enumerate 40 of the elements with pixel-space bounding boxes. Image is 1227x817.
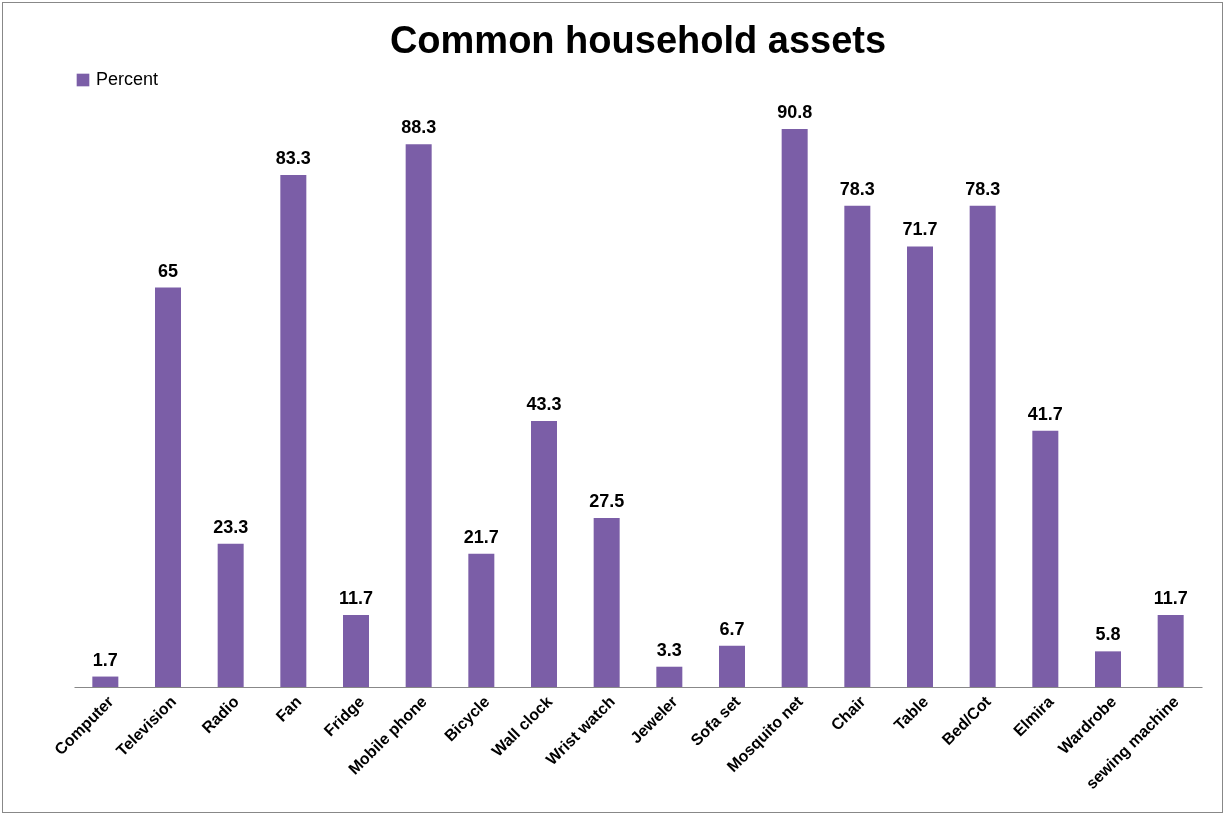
bar [656, 666, 683, 687]
bar [719, 645, 745, 687]
data-label: 23.3 [213, 516, 249, 537]
bar [1157, 615, 1184, 687]
bar [280, 175, 307, 687]
bar [844, 205, 871, 687]
data-label: 41.7 [1027, 403, 1063, 424]
data-label: 5.8 [1095, 624, 1121, 645]
chart-title: Common household assets [389, 19, 887, 61]
data-label: 90.8 [777, 102, 813, 122]
bar [92, 676, 119, 687]
data-label: 65 [157, 260, 179, 281]
data-label: 11.7 [338, 588, 374, 609]
bar [405, 144, 432, 687]
bar [468, 553, 495, 687]
bar [155, 287, 181, 687]
data-label: 6.7 [719, 618, 745, 639]
bar [593, 518, 620, 687]
data-label: 78.3 [965, 178, 1001, 199]
data-label: 1.7 [92, 649, 118, 670]
data-label: 78.3 [839, 178, 875, 199]
x-tick-label: Sofa set [687, 692, 744, 749]
data-label: 43.3 [526, 393, 562, 414]
x-tick-label: Fan [272, 692, 305, 725]
data-label: 71.7 [902, 219, 938, 240]
data-label: 21.7 [463, 526, 499, 547]
bar [1095, 651, 1121, 687]
bar [907, 246, 933, 687]
bar [531, 420, 557, 687]
data-label: 83.3 [275, 148, 311, 169]
legend-label: Percent [96, 69, 159, 89]
data-label: 27.5 [589, 491, 625, 511]
bar [343, 615, 369, 687]
bar [969, 205, 996, 687]
data-label: 3.3 [656, 639, 682, 660]
data-label: 11.7 [1153, 588, 1188, 609]
bar [781, 129, 808, 687]
bar [1032, 430, 1059, 687]
bar [217, 543, 244, 687]
data-label: 88.3 [401, 117, 437, 138]
